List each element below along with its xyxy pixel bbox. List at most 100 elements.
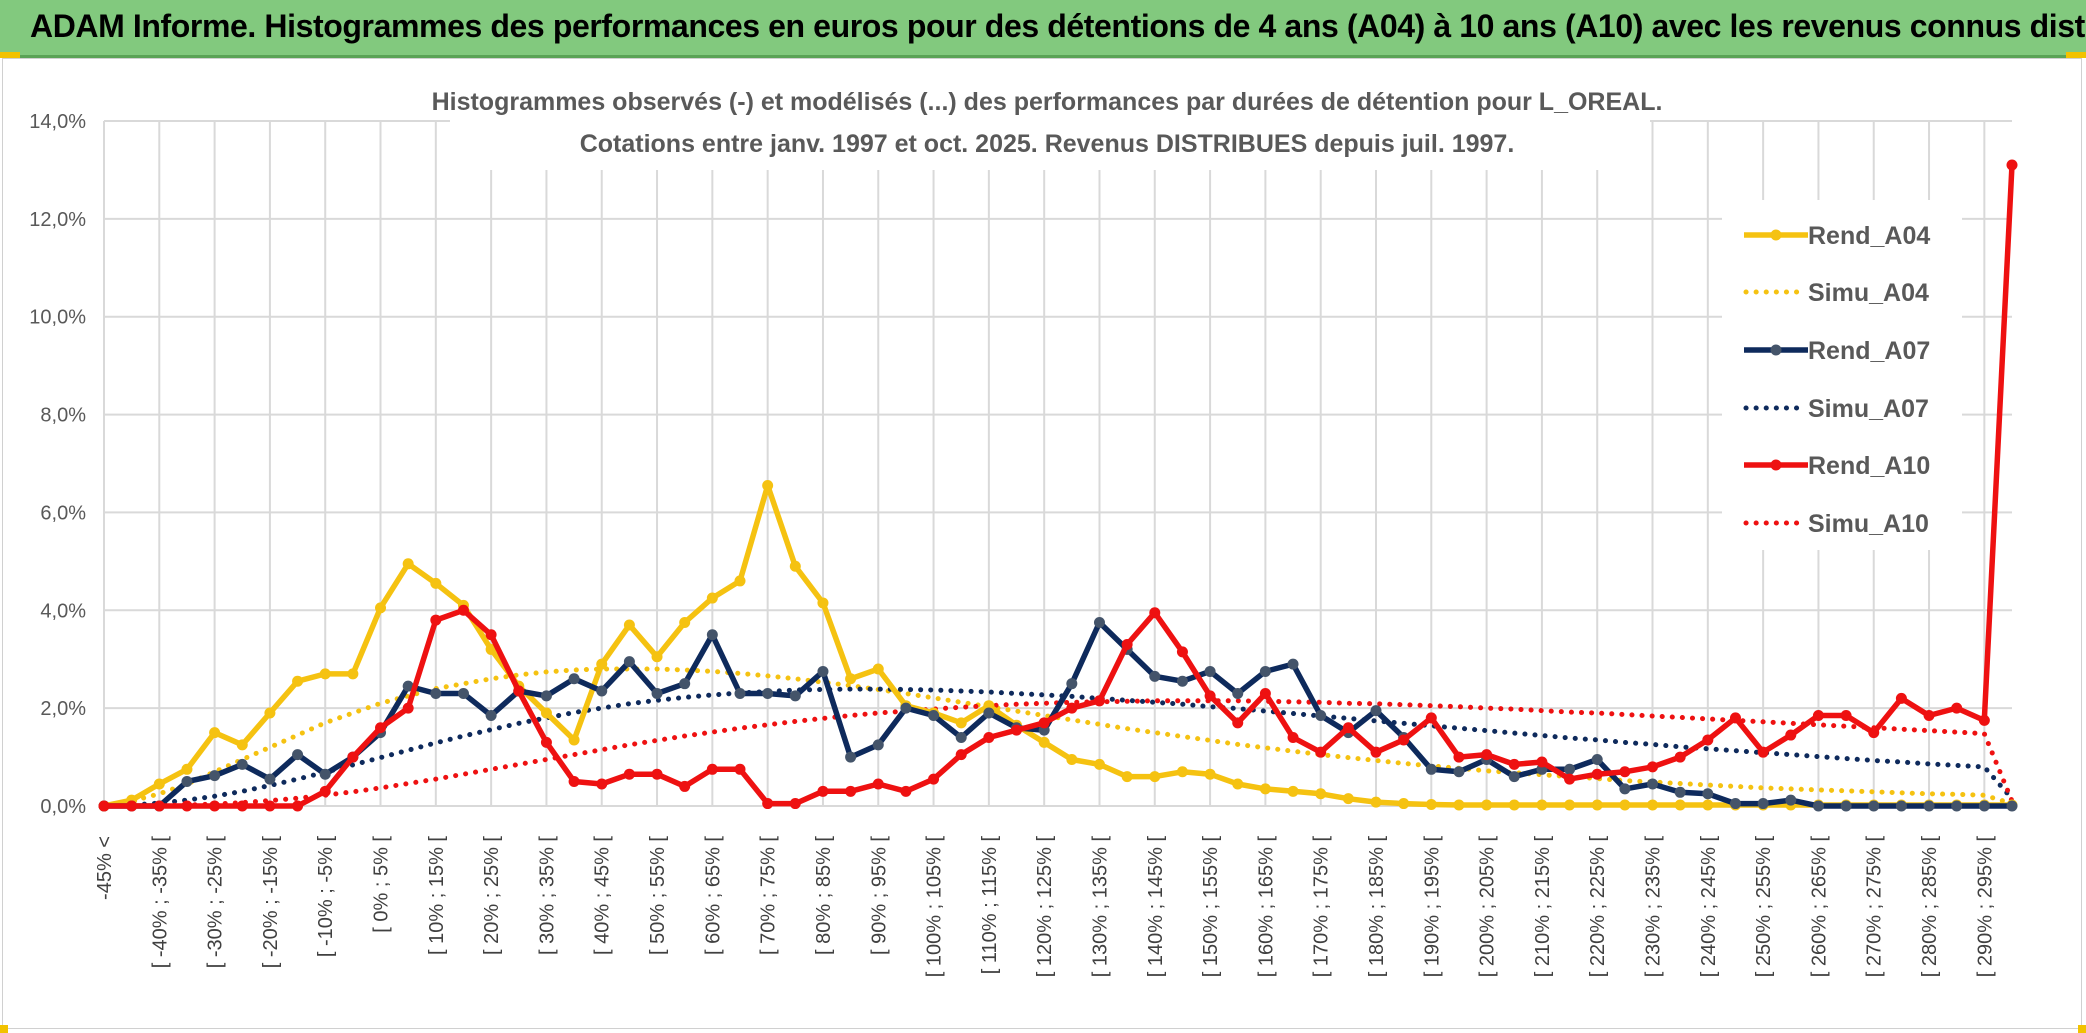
x-tick-label: [ 150% ; 155% [ [1200,836,1222,978]
point-rend-a07 [1232,687,1244,699]
point-rend-a04 [1066,754,1078,766]
point-rend-a10 [513,685,525,697]
point-rend-a04 [955,717,967,729]
x-tick-label: [ 220% ; 225% [ [1587,836,1609,978]
point-rend-a07 [789,690,801,702]
point-rend-a10 [319,785,331,797]
corner-accent [2066,52,2086,58]
point-rend-a10 [1702,734,1714,746]
point-rend-a07 [623,656,635,668]
point-rend-a07 [1619,783,1631,795]
point-rend-a07 [983,707,995,719]
point-rend-a10 [1951,702,1963,714]
point-rend-a10 [540,736,552,748]
point-rend-a04 [375,602,387,614]
point-rend-a04 [319,668,331,680]
point-rend-a04 [596,658,608,670]
point-rend-a10 [126,800,138,812]
point-rend-a10 [1619,766,1631,778]
point-rend-a10 [1342,722,1354,734]
point-rend-a04 [1232,778,1244,790]
point-rend-a07 [209,770,221,782]
point-rend-a07 [1647,778,1659,790]
y-tick-label: 4,0% [40,600,86,622]
legend: Rend_A04 Simu_A04 Rend_A07 Simu_A07 Rend_A10… [1722,200,1962,550]
y-tick-label: 6,0% [40,502,86,524]
x-tick-label: [ 230% ; 235% [ [1643,836,1665,978]
x-tick-label: [ 140% ; 145% [ [1145,836,1167,978]
y-tick-label: 12,0% [29,209,86,231]
chart-frame [2,58,2082,1029]
point-rend-a10 [1370,746,1382,758]
point-rend-a10 [1287,732,1299,743]
x-tick-label: [ 40% ; 45% [ [592,836,614,955]
y-tick-label: 2,0% [40,698,86,720]
point-rend-a07 [1812,800,1824,812]
x-tick-label: [ 10% ; 15% [ [426,836,448,955]
point-rend-a04 [789,560,801,572]
x-tick-label: [ 50% ; 55% [ [647,836,669,955]
y-tick-label: 8,0% [40,405,86,427]
banner-title: ADAM Informe. Histogrammes des performan… [30,8,2086,44]
point-rend-a04 [264,707,276,719]
point-rend-a04 [1287,785,1299,797]
chart-title-line1: Histogrammes observés (-) et modélisés (… [432,88,1663,116]
corner-accent [0,1025,8,1033]
point-rend-a10 [485,629,497,641]
point-rend-a04 [430,577,442,589]
point-rend-a10 [98,800,110,812]
legend-marker-rend-a07 [1770,344,1782,356]
series-line-rend-a04 [103,482,2012,809]
point-rend-a10 [1840,709,1852,721]
point-rend-a07 [1729,798,1741,810]
point-rend-a10 [955,749,967,761]
point-rend-a10 [1564,773,1576,785]
x-axis-ticks: -45% < [ -40% ; -35% [[ -30% ; -25% [[ -2… [94,836,1996,978]
legend-label-simu-a10: Simu_A10 [1808,510,1929,538]
point-rend-a10 [1121,639,1133,651]
point-rend-a04 [402,558,414,570]
point-rend-a07 [1868,800,1880,812]
point-rend-a10 [236,800,248,812]
legend-background [1722,200,1962,550]
point-rend-a07 [1066,678,1078,690]
x-tick-label: [ 260% ; 265% [ [1808,836,1830,978]
point-rend-a07 [955,732,967,743]
point-rend-a10 [1923,709,1935,721]
x-tick-label: [ 240% ; 245% [ [1698,836,1720,978]
point-rend-a07 [1674,786,1686,798]
x-tick-label: [ 270% ; 275% [ [1864,836,1886,978]
point-rend-a10 [153,800,165,812]
point-rend-a10 [1674,751,1686,763]
point-rend-a10 [1591,768,1603,780]
x-tick-label: [ 170% ; 175% [ [1311,836,1333,978]
x-tick-label: [ -40% ; -35% [ [149,836,171,969]
point-rend-a10 [1729,712,1741,724]
point-rend-a07 [1895,800,1907,812]
x-tick-label: [ 190% ; 195% [ [1421,836,1443,978]
point-rend-a10 [1093,695,1105,707]
point-rend-a04 [762,480,774,492]
point-rend-a07 [1508,771,1520,783]
point-rend-a10 [1812,709,1824,721]
point-rend-a07 [1840,800,1852,812]
point-rend-a10 [1232,717,1244,729]
x-tick-label: [ 250% ; 255% [ [1753,836,1775,978]
point-rend-a10 [900,785,912,797]
point-rend-a07 [1259,665,1271,677]
point-rend-a07 [1315,709,1327,721]
point-rend-a07 [1702,788,1714,800]
series-layer [98,159,2018,812]
point-rend-a10 [1259,687,1271,699]
x-tick-label: [ 90% ; 95% [ [868,836,890,955]
point-rend-a07 [264,773,276,785]
point-rend-a04 [1453,799,1465,811]
point-rend-a04 [1564,799,1576,811]
point-rend-a04 [1591,799,1603,811]
point-rend-a04 [347,668,359,680]
point-rend-a07 [319,768,331,780]
point-rend-a10 [181,800,193,812]
legend-marker-rend-a10 [1770,459,1782,471]
series-line-rend-a10 [104,164,2015,809]
